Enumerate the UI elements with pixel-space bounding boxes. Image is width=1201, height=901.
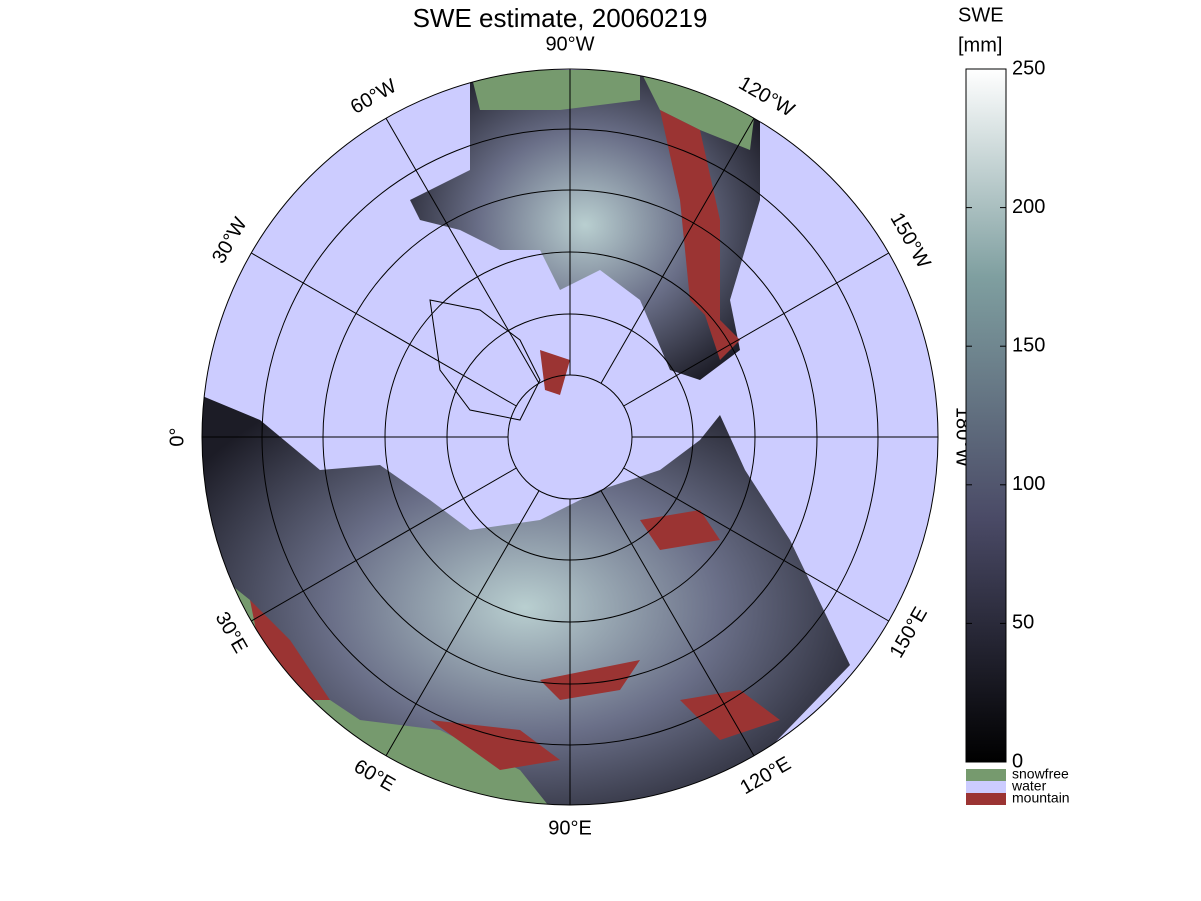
colorbar-tick-label: 100 (1012, 473, 1045, 495)
legend-label: water (1011, 778, 1047, 794)
legend-swatch (966, 781, 1006, 793)
land-snowfree-na (470, 70, 760, 150)
map-border (201, 68, 939, 806)
meridian-line (385, 118, 540, 384)
graticule (202, 69, 938, 805)
colorbar-tick-label: 0 (1012, 750, 1023, 772)
land-eurasia (202, 395, 850, 805)
land-mountain-gl (540, 350, 570, 395)
meridian-label: 90°E (548, 817, 592, 839)
land-mountain-na (660, 110, 740, 360)
map-title: SWE estimate, 20060219 (413, 3, 708, 33)
meridian-label: 30°E (211, 608, 252, 657)
legend-label: snowfree (1012, 766, 1069, 782)
meridian-label: 90°W (545, 33, 594, 55)
colorbar-tick-label: 200 (1012, 196, 1045, 218)
meridian-label: 60°E (350, 755, 399, 796)
legend-swatch (966, 793, 1006, 805)
colorbar-tick-label: 250 (1012, 57, 1045, 79)
meridian-line (623, 252, 889, 407)
meridian-line (600, 490, 755, 756)
meridian-label: 0° (166, 427, 188, 446)
meridian-line (385, 490, 540, 756)
meridian-line (623, 467, 889, 622)
colorbar-tick-label: 50 (1012, 612, 1034, 634)
legend-label: mountain (1012, 790, 1070, 806)
colorbar-label: SWE (958, 4, 1004, 26)
colorbar: SWE [mm] 0 50 100 150 200 250 snowfreewatermou… (958, 4, 1070, 805)
map-area (202, 69, 938, 805)
meridian-line (251, 467, 517, 622)
colorbar-tick-label: 150 (1012, 334, 1045, 356)
colorbar-label: [mm] (958, 34, 1002, 56)
legend-swatch (966, 769, 1006, 781)
meridian-label: 60°W (347, 75, 401, 119)
colorbar-gradient (965, 68, 1007, 763)
meridian-line (251, 252, 517, 407)
meridian-line (600, 118, 755, 384)
land-greenland (429, 299, 541, 421)
meridian-label: 30°W (208, 214, 252, 268)
